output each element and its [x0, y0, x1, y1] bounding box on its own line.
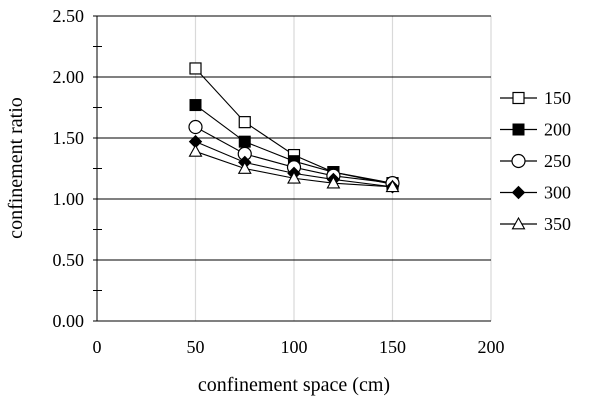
series-layer — [188, 62, 400, 194]
data-point-filled-square — [238, 135, 251, 148]
data-point-open-triangle — [326, 176, 341, 189]
data-point-open-circle — [511, 153, 526, 169]
data-point-open-square — [189, 62, 202, 75]
legend-label: 350 — [544, 214, 571, 234]
y-tick-label: 0.00 — [53, 311, 85, 331]
data-point-filled-square — [189, 99, 202, 112]
y-tick-label: 0.50 — [53, 250, 85, 270]
data-point-open-square — [512, 91, 525, 105]
data-point-open-triangle — [237, 161, 252, 174]
data-point-filled-diamond — [511, 185, 526, 200]
legend: 150 200 250 300 350 — [500, 88, 571, 234]
data-point-open-triangle — [188, 144, 203, 157]
x-tick-label: 0 — [93, 337, 102, 357]
data-point-open-triangle — [511, 216, 526, 230]
y-tick-label: 2.00 — [53, 67, 85, 87]
legend-item-200: 200 — [500, 120, 571, 140]
x-tick-label: 200 — [478, 337, 505, 357]
legend-item-250: 250 — [500, 151, 571, 171]
legend-label: 150 — [544, 88, 571, 108]
x-tick-label: 150 — [379, 337, 406, 357]
legend-label: 300 — [544, 183, 571, 203]
data-point-open-triangle — [287, 171, 301, 184]
x-tick-label: 50 — [187, 337, 205, 357]
axes: 0.00 0.50 1.00 1.50 2.00 2.50 0 50 100 150 200 — [53, 6, 505, 357]
series-350 — [188, 144, 400, 193]
data-point-filled-square — [512, 123, 525, 136]
legend-label: 250 — [544, 151, 571, 171]
y-axis-title: confinement ratio — [5, 97, 27, 239]
y-tick-label: 2.50 — [53, 6, 85, 26]
data-point-open-square — [238, 116, 251, 129]
data-point-open-triangle — [385, 179, 400, 193]
x-tick-label: 100 — [281, 337, 308, 357]
grid — [97, 15, 492, 321]
legend-item-150: 150 — [500, 88, 571, 108]
legend-item-300: 300 — [500, 183, 571, 203]
legend-item-350: 350 — [500, 214, 571, 234]
y-tick-label: 1.50 — [53, 128, 85, 148]
data-point-open-circle — [188, 119, 203, 135]
legend-label: 200 — [544, 120, 571, 140]
x-axis-title: confinement space (cm) — [198, 374, 390, 396]
y-tick-label: 1.00 — [53, 189, 85, 209]
